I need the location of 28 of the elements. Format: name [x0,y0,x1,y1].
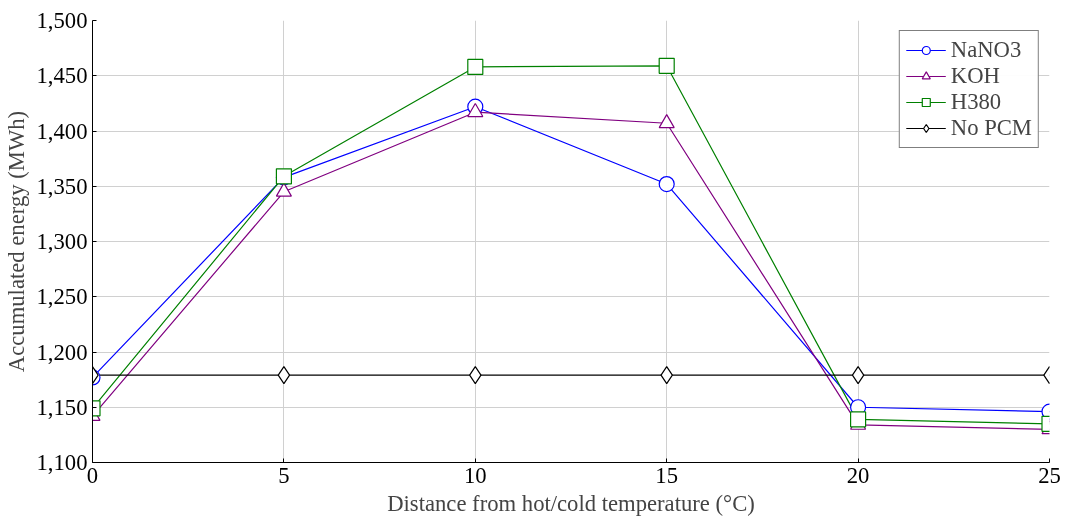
y-tick-label: 1,250 [36,284,88,310]
x-tick-label: 20 [846,462,870,488]
x-tick-label: 15 [655,462,679,488]
y-tick-label: 1,300 [36,229,88,254]
y-tick-label: 1,400 [36,118,88,144]
point [658,175,675,193]
point [658,114,675,129]
y-tick-label: 1,350 [36,173,88,199]
point [658,57,675,74]
legend-label: NaNO3 [950,37,1022,63]
y-tick-label: 1,450 [36,63,88,89]
x-axis-title: Distance from hot/cold temperature (°C) [387,490,755,516]
y-axis-title: Accumulated energy (MWh) [3,110,29,373]
point [277,366,291,385]
x-tick-label: 5 [278,462,290,488]
y-tick-label: 1,200 [36,339,88,365]
point [467,58,484,76]
legend-label: No PCM [950,115,1032,141]
point [467,102,484,118]
legend-label: H380 [950,89,1002,115]
y-tick-label: 1,100 [36,450,88,475]
x-tick-label: 0 [86,462,99,488]
y-tick-label: 1,150 [36,394,88,420]
y-tick-label: 1,500 [36,8,88,33]
x-tick-label: 25 [1038,462,1061,488]
legend-label: KOH [950,63,1000,89]
x-tick-label: 10 [463,462,487,488]
point [851,366,865,385]
